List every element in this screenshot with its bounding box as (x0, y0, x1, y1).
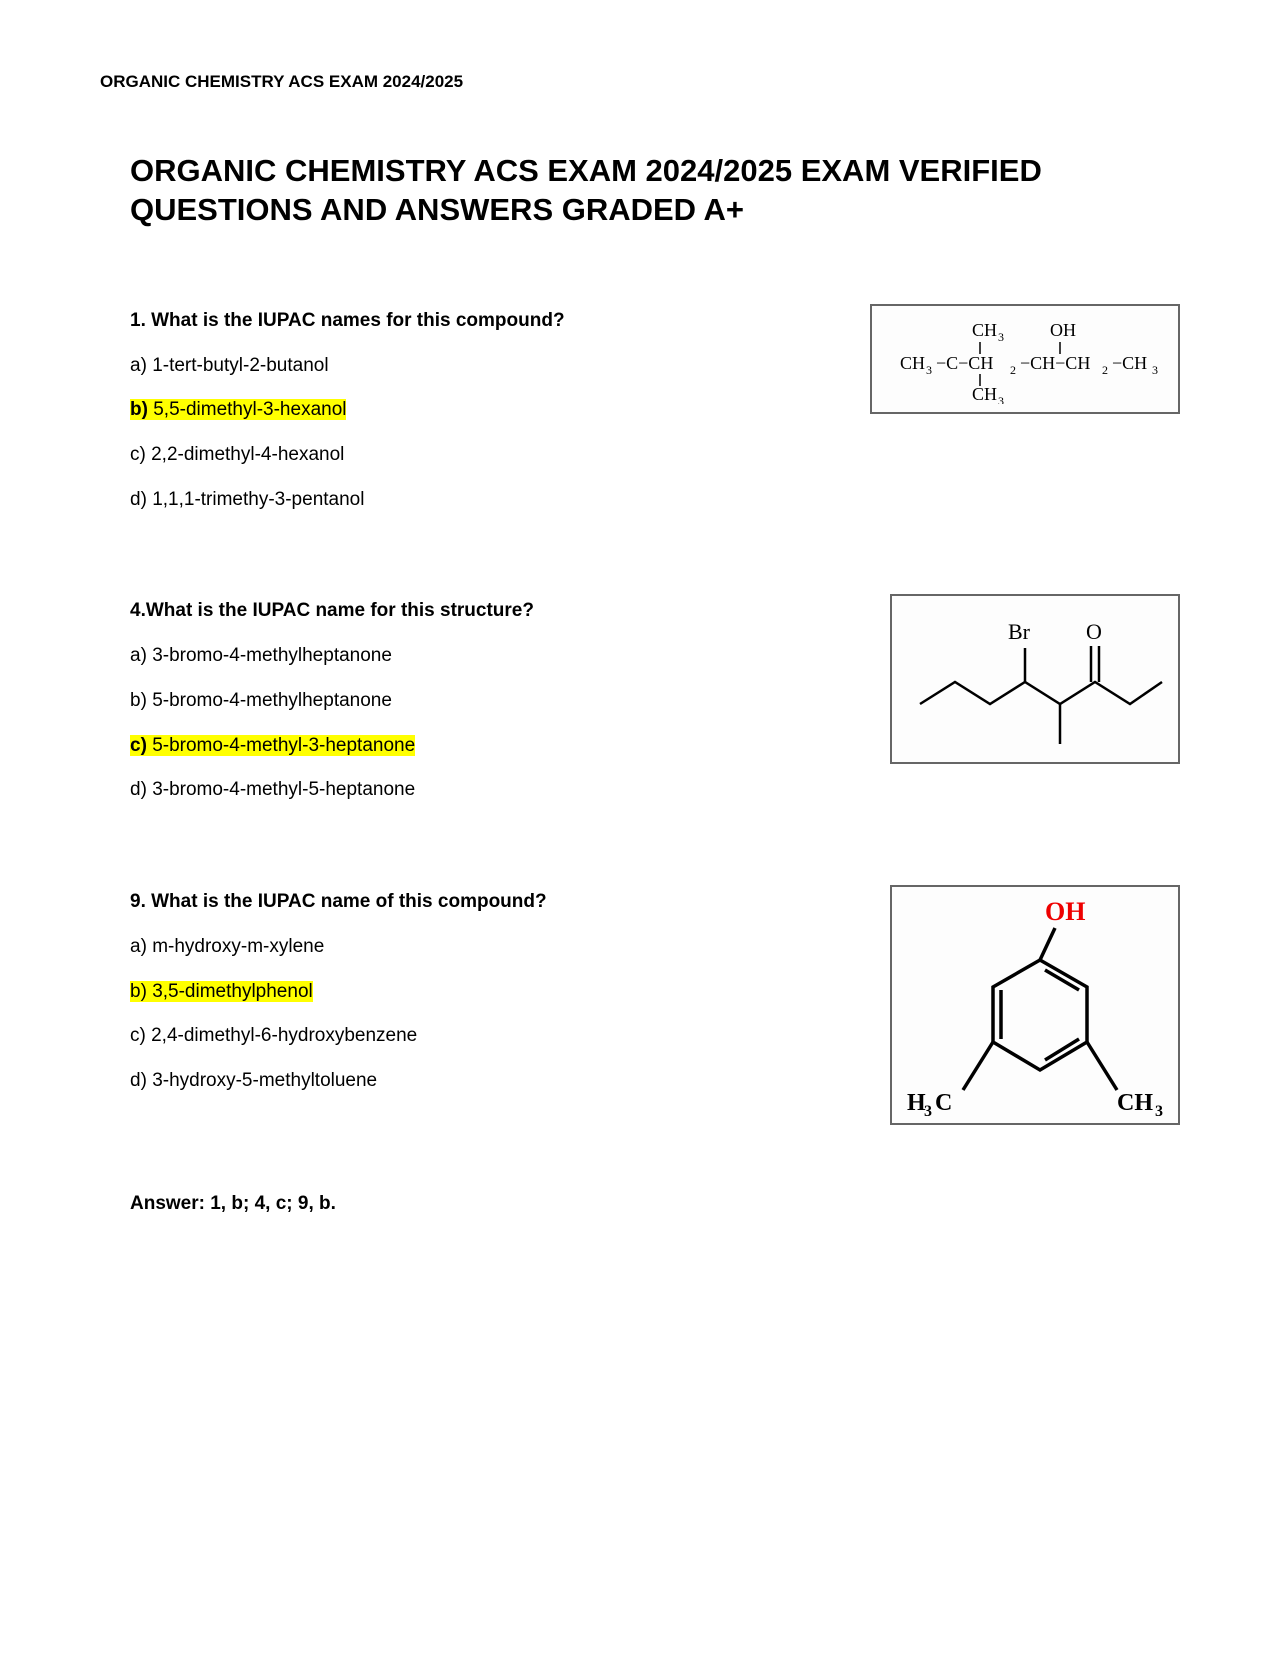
question-4-text: 4.What is the IUPAC name for this struct… (130, 600, 860, 823)
question-9-option-b: b) 3,5-dimethylphenol (130, 980, 860, 1005)
svg-text:CH: CH (972, 320, 997, 340)
question-4-prompt: 4.What is the IUPAC name for this struct… (130, 600, 860, 622)
question-4-option-d: d) 3-bromo-4-methyl-5-heptanone (130, 778, 860, 803)
svg-text:OH: OH (1045, 897, 1085, 926)
svg-text:−CH−CH: −CH−CH (1020, 353, 1090, 373)
svg-text:3: 3 (1152, 363, 1158, 377)
svg-text:CH: CH (972, 384, 997, 404)
svg-text:O: O (1086, 619, 1102, 644)
page-header: ORGANIC CHEMISTRY ACS EXAM 2024/2025 (100, 72, 1180, 92)
question-block-4: 4.What is the IUPAC name for this struct… (130, 600, 1180, 823)
question-4-option-a: a) 3-bromo-4-methylheptanone (130, 644, 860, 669)
question-1-text: 1. What is the IUPAC names for this comp… (130, 310, 840, 533)
question-9-prompt: 9. What is the IUPAC name of this compou… (130, 891, 860, 913)
svg-text:CH: CH (900, 353, 925, 373)
question-1-option-a: a) 1-tert-butyl-2-butanol (130, 354, 840, 379)
svg-text:2: 2 (1010, 363, 1016, 377)
question-1-option-c: c) 2,2-dimethyl-4-hexanol (130, 443, 840, 468)
question-9-option-c: c) 2,4-dimethyl-6-hydroxybenzene (130, 1024, 860, 1049)
question-4-option-b: b) 5-bromo-4-methylheptanone (130, 689, 860, 714)
question-block-9: 9. What is the IUPAC name of this compou… (130, 891, 1180, 1125)
question-block-1: 1. What is the IUPAC names for this comp… (130, 310, 1180, 533)
svg-text:−C−CH: −C−CH (936, 353, 993, 373)
question-1-option-d: d) 1,1,1-trimethy-3-pentanol (130, 488, 840, 513)
question-4-option-c: c) 5-bromo-4-methyl-3-heptanone (130, 734, 860, 759)
question-9-option-a: a) m-hydroxy-m-xylene (130, 935, 860, 960)
svg-text:3: 3 (924, 1103, 932, 1120)
question-9-text: 9. What is the IUPAC name of this compou… (130, 891, 860, 1114)
svg-text:−CH: −CH (1112, 353, 1147, 373)
svg-text:3: 3 (1155, 1103, 1163, 1120)
question-1-figure: CH3 OH CH3 −C−CH2 −CH−CH2 −CH3 CH3 (870, 304, 1180, 414)
answer-summary: Answer: 1, b; 4, c; 9, b. (130, 1193, 1180, 1215)
svg-text:2: 2 (1102, 363, 1108, 377)
svg-text:C: C (935, 1090, 952, 1116)
svg-text:3: 3 (926, 363, 932, 377)
svg-text:OH: OH (1050, 320, 1076, 340)
question-4-figure: Br O (890, 594, 1180, 764)
document-title: ORGANIC CHEMISTRY ACS EXAM 2024/2025 EXA… (130, 152, 1180, 230)
svg-text:Br: Br (1008, 619, 1031, 644)
svg-text:3: 3 (998, 330, 1004, 344)
question-1-option-b: b) 5,5-dimethyl-3-hexanol (130, 398, 840, 423)
question-1-prompt: 1. What is the IUPAC names for this comp… (130, 310, 840, 332)
content-area: 1. What is the IUPAC names for this comp… (130, 310, 1180, 1216)
svg-text:3: 3 (998, 394, 1004, 404)
question-9-figure: OH H 3 C CH 3 (890, 885, 1180, 1125)
svg-text:CH: CH (1117, 1090, 1153, 1116)
question-9-option-d: d) 3-hydroxy-5-methyltoluene (130, 1069, 860, 1094)
